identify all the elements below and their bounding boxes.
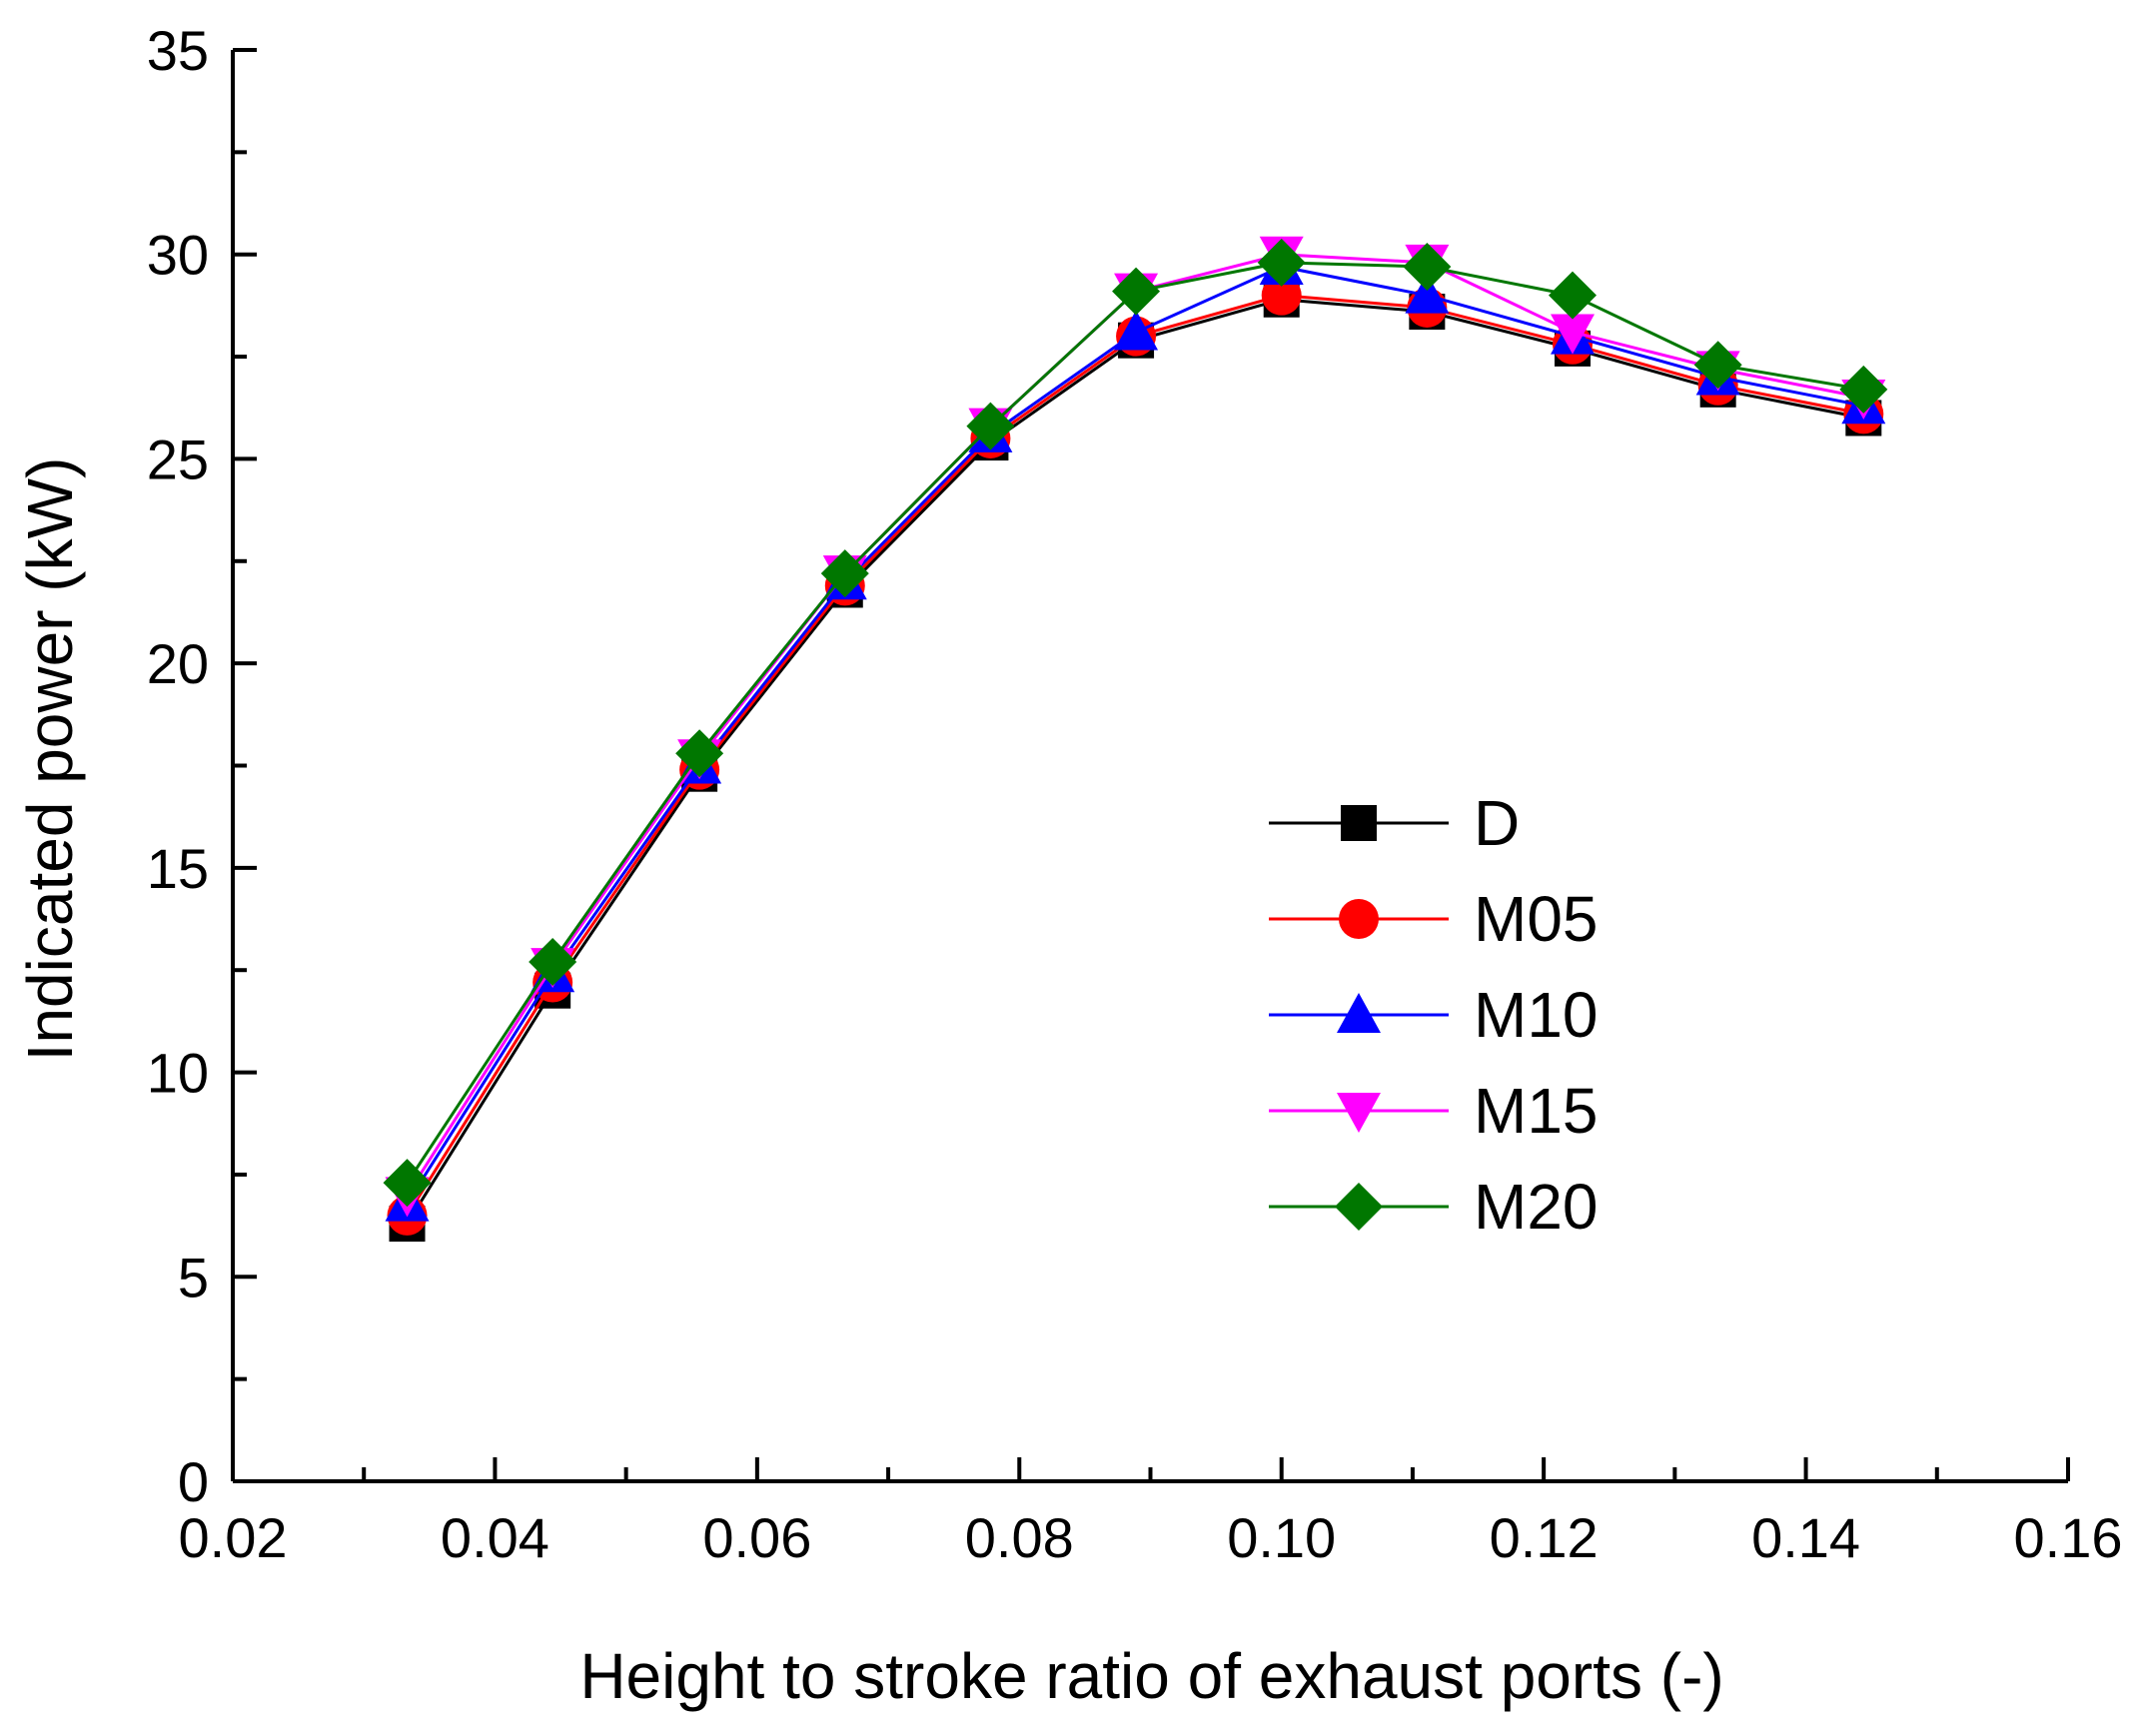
data-point-m20 bbox=[1839, 365, 1888, 414]
legend-marker-m10 bbox=[1337, 993, 1381, 1033]
x-tick-label: 0.12 bbox=[1490, 1506, 1599, 1569]
legend-label-m05: M05 bbox=[1474, 883, 1599, 955]
data-point-m20 bbox=[675, 729, 724, 778]
y-tick-label: 35 bbox=[147, 19, 209, 82]
series-m15 bbox=[385, 236, 1886, 1218]
x-tick-label: 0.04 bbox=[441, 1506, 549, 1569]
data-point-m20 bbox=[820, 549, 869, 598]
y-tick-label: 25 bbox=[147, 428, 209, 490]
legend-item-m20: M20 bbox=[1269, 1171, 1599, 1243]
y-tick-label: 10 bbox=[147, 1042, 209, 1105]
legend-marker-m20 bbox=[1335, 1183, 1383, 1231]
series-line-d bbox=[406, 298, 1864, 1225]
data-point-m20 bbox=[1693, 341, 1742, 390]
data-point-m10 bbox=[1114, 310, 1159, 351]
data-point-m20 bbox=[1403, 242, 1452, 291]
series-line-m05 bbox=[406, 294, 1864, 1217]
series-line-m10 bbox=[406, 265, 1864, 1205]
legend-item-m05: M05 bbox=[1269, 883, 1599, 955]
data-point-m20 bbox=[1257, 238, 1306, 287]
y-axis-title: Indicated power (kW) bbox=[14, 457, 86, 1062]
legend-item-m10: M10 bbox=[1269, 979, 1599, 1051]
series-layer bbox=[383, 236, 1888, 1243]
legend-label-d: D bbox=[1474, 787, 1520, 859]
series-m10 bbox=[385, 244, 1886, 1222]
series-m20 bbox=[383, 238, 1888, 1208]
x-tick-label: 0.10 bbox=[1227, 1506, 1336, 1569]
data-point-m05 bbox=[1261, 275, 1302, 316]
x-axis-title: Height to stroke ratio of exhaust ports … bbox=[579, 1640, 1723, 1712]
data-point-m20 bbox=[529, 938, 577, 987]
x-tick-label: 0.06 bbox=[702, 1506, 811, 1569]
data-point-m20 bbox=[383, 1159, 432, 1208]
series-line-m20 bbox=[406, 261, 1864, 1184]
y-tick-label: 30 bbox=[147, 224, 209, 287]
y-tick-label: 5 bbox=[178, 1246, 209, 1308]
data-point-m15 bbox=[1551, 314, 1596, 355]
legend-label-m20: M20 bbox=[1474, 1171, 1599, 1243]
data-point-m20 bbox=[966, 402, 1015, 450]
legend-label-m15: M15 bbox=[1474, 1075, 1599, 1147]
legend: D M05 M10 M15 M20 bbox=[1269, 787, 1599, 1243]
data-point-m20 bbox=[1112, 267, 1161, 316]
legend-label-m10: M10 bbox=[1474, 979, 1599, 1051]
x-tick-label: 0.14 bbox=[1751, 1506, 1860, 1569]
y-tick-label: 0 bbox=[178, 1450, 209, 1513]
plot-axes: 0 5 10 15 20 25 30 35 0.02 0.04 0.06 0.08 0.10 0.12 0.… bbox=[147, 19, 2123, 1569]
legend-item-d: D bbox=[1269, 787, 1520, 859]
y-tick-label: 15 bbox=[147, 837, 209, 900]
legend-marker-m05 bbox=[1339, 899, 1379, 939]
x-tick-label: 0.08 bbox=[965, 1506, 1074, 1569]
series-d bbox=[389, 281, 1882, 1243]
y-tick-label: 20 bbox=[147, 632, 209, 695]
x-tick-label: 0.16 bbox=[2014, 1506, 2123, 1569]
legend-item-m15: M15 bbox=[1269, 1075, 1599, 1147]
data-point-m10 bbox=[1405, 273, 1450, 314]
data-point-m20 bbox=[1549, 271, 1598, 320]
x-tick-label: 0.02 bbox=[179, 1506, 288, 1569]
legend-marker-m15 bbox=[1337, 1093, 1381, 1133]
legend-marker-d bbox=[1341, 805, 1377, 841]
series-m05 bbox=[387, 275, 1884, 1236]
series-line-m15 bbox=[406, 253, 1864, 1197]
